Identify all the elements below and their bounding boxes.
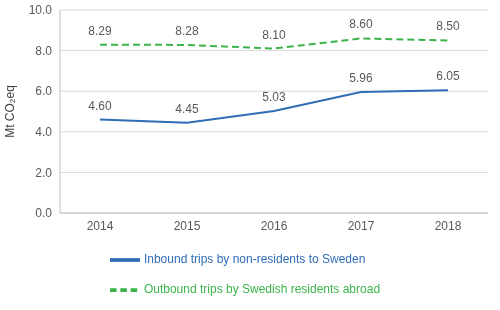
- svg-text:2018: 2018: [435, 219, 462, 233]
- svg-text:8.50: 8.50: [436, 19, 460, 33]
- html-text:Outbound trips by Swedish resi: Outbound trips by Swedish residents abro…: [143, 282, 381, 297]
- svg-text:8.0: 8.0: [35, 44, 52, 58]
- svg-text:2015: 2015: [174, 219, 201, 233]
- svg-text:5.96: 5.96: [349, 71, 373, 85]
- svg-text:2017: 2017: [348, 219, 375, 233]
- svg-text:4.60: 4.60: [88, 99, 112, 113]
- svg-text:6.0: 6.0: [35, 84, 52, 98]
- svg-text:2.0: 2.0: [35, 166, 52, 180]
- svg-text:Mt CO₂eq: Mt CO₂eq: [8, 85, 17, 138]
- svg-text:0.0: 0.0: [35, 206, 52, 220]
- svg-text:5.03: 5.03: [262, 90, 286, 104]
- svg-text:2014: 2014: [87, 219, 114, 233]
- svg-text:6.05: 6.05: [436, 69, 460, 83]
- svg-text:2016: 2016: [261, 219, 288, 233]
- svg-text:8.29: 8.29: [88, 24, 112, 38]
- html-text:Inbound trips by non-residents: Inbound trips by non-residents to Sweden: [143, 252, 366, 267]
- svg-text:8.28: 8.28: [175, 24, 199, 38]
- svg-text:4.0: 4.0: [35, 125, 52, 139]
- svg-text:4.45: 4.45: [175, 102, 199, 116]
- svg-text:8.10: 8.10: [262, 28, 286, 42]
- svg-text:10.0: 10.0: [29, 3, 53, 17]
- svg-text:8.60: 8.60: [349, 17, 373, 31]
